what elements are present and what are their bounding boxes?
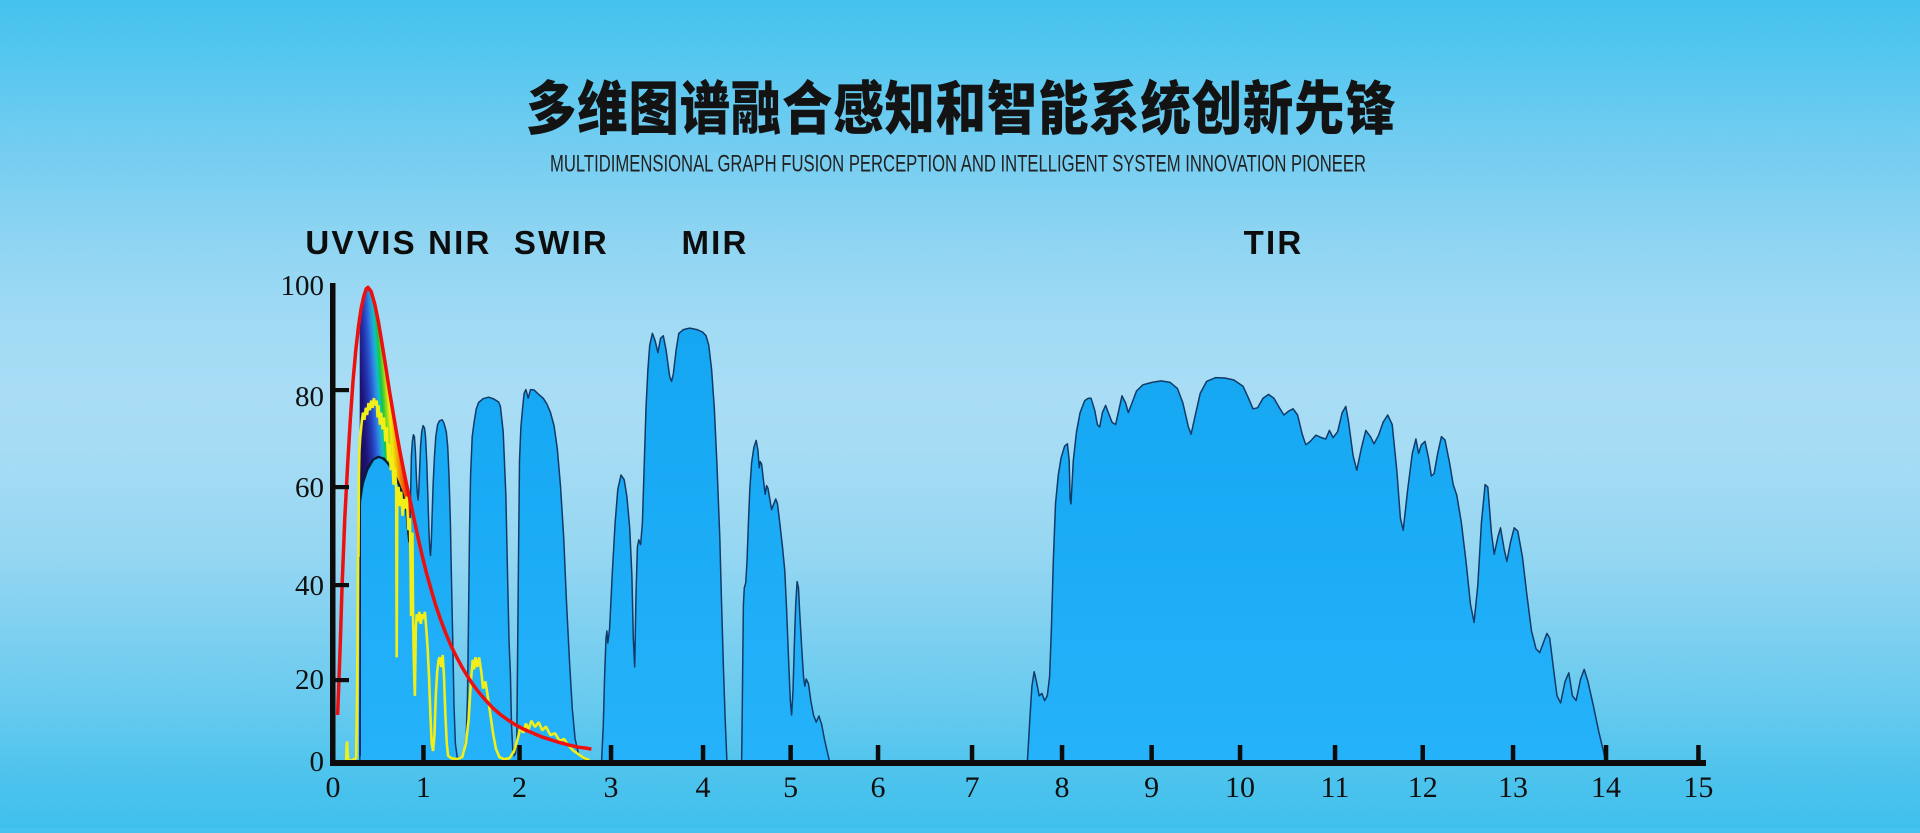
svg-text:8: 8: [1055, 771, 1070, 804]
svg-text:10: 10: [1225, 771, 1255, 804]
svg-text:SWIR: SWIR: [514, 224, 609, 261]
svg-text:60: 60: [295, 472, 324, 504]
svg-text:40: 40: [295, 570, 324, 602]
svg-text:6: 6: [871, 771, 886, 804]
svg-text:TIR: TIR: [1244, 224, 1304, 261]
svg-text:UV: UV: [305, 224, 355, 261]
svg-text:MULTIDIMENSIONAL GRAPH FUSION: MULTIDIMENSIONAL GRAPH FUSION PERCEPTION…: [550, 151, 1366, 178]
svg-text:11: 11: [1321, 771, 1350, 804]
svg-text:20: 20: [295, 664, 324, 696]
svg-text:80: 80: [295, 381, 324, 413]
svg-text:0: 0: [310, 746, 325, 778]
svg-text:5: 5: [783, 771, 798, 804]
svg-text:2: 2: [512, 771, 527, 804]
svg-text:12: 12: [1408, 771, 1438, 804]
svg-text:15: 15: [1683, 771, 1713, 804]
svg-text:NIR: NIR: [428, 224, 491, 261]
svg-text:7: 7: [965, 771, 980, 804]
svg-text:14: 14: [1591, 771, 1621, 804]
svg-text:9: 9: [1144, 771, 1159, 804]
svg-text:0: 0: [326, 771, 341, 804]
svg-text:13: 13: [1498, 771, 1528, 804]
svg-text:MIR: MIR: [681, 224, 748, 261]
svg-text:3: 3: [604, 771, 619, 804]
svg-text:4: 4: [696, 771, 711, 804]
svg-text:1: 1: [416, 771, 431, 804]
svg-text:100: 100: [281, 270, 325, 302]
svg-text:VIS: VIS: [357, 224, 417, 261]
